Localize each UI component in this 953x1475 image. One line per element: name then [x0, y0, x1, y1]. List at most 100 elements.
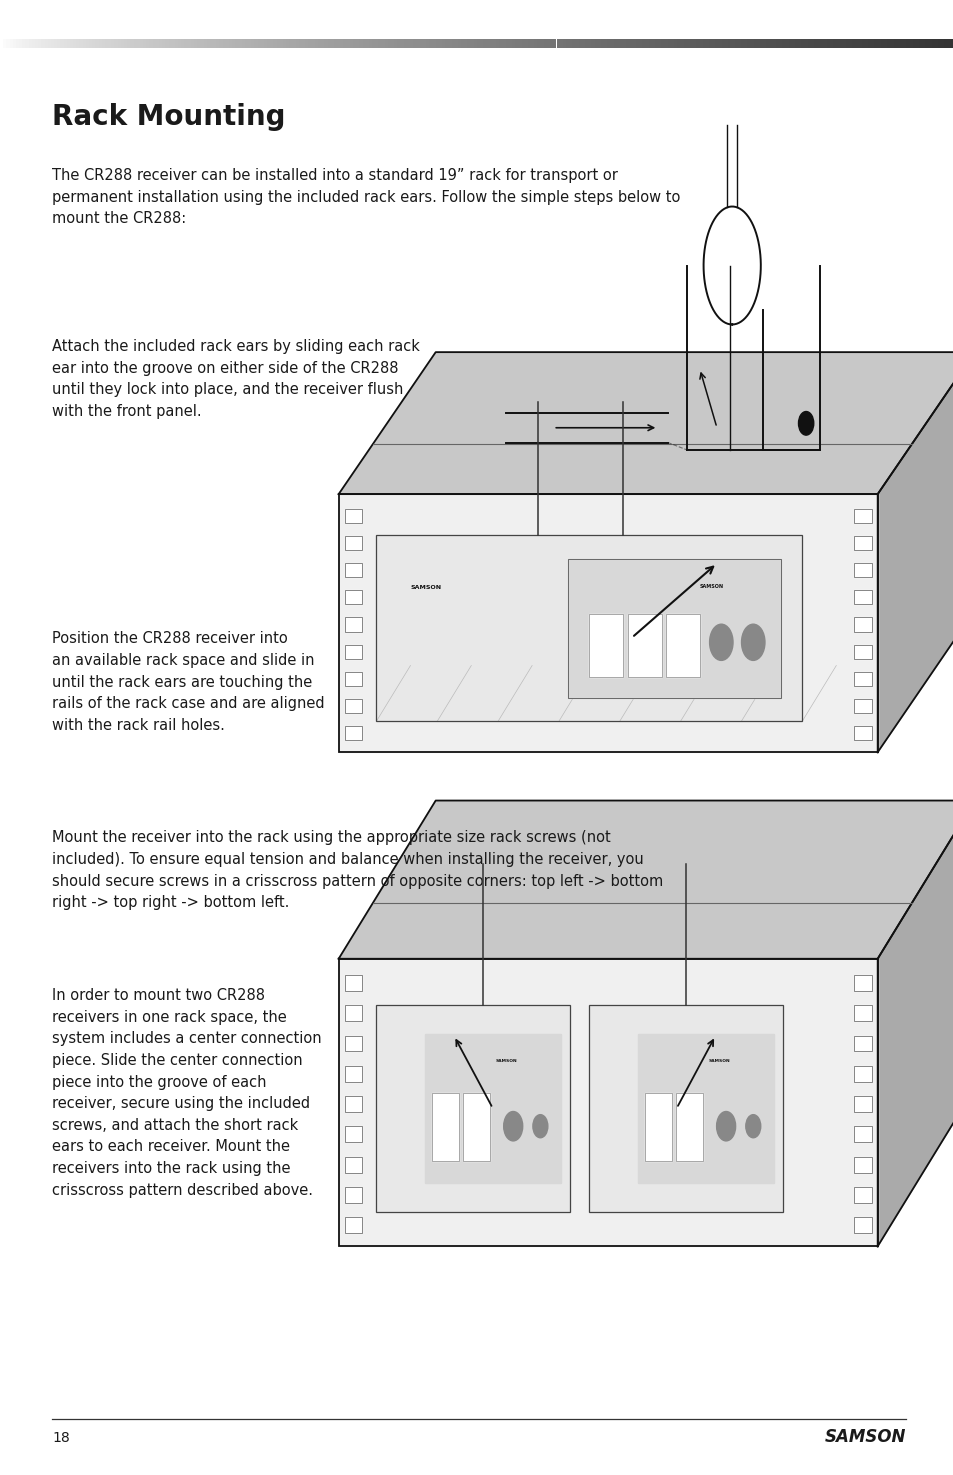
Bar — [38, 38, 41, 47]
Bar — [589, 615, 622, 677]
Bar — [344, 975, 362, 991]
Bar — [140, 38, 143, 47]
Bar — [489, 38, 493, 47]
Bar — [769, 38, 772, 47]
Bar — [203, 38, 207, 47]
Bar — [10, 38, 12, 47]
Bar — [29, 38, 31, 47]
Bar — [502, 38, 505, 47]
Bar — [344, 1156, 362, 1173]
Text: Attach the included rack ears by sliding each rack
ear into the groove on either: Attach the included rack ears by sliding… — [52, 339, 420, 419]
Bar — [546, 38, 550, 47]
Bar — [117, 38, 121, 47]
Bar — [715, 38, 718, 47]
Bar — [70, 38, 73, 47]
Bar — [260, 38, 264, 47]
Bar — [108, 38, 112, 47]
Bar — [422, 38, 426, 47]
Bar — [781, 38, 784, 47]
Bar — [644, 1093, 671, 1161]
Bar — [41, 38, 45, 47]
Bar — [210, 38, 213, 47]
Bar — [376, 1004, 570, 1212]
Bar — [245, 38, 248, 47]
Bar — [455, 38, 457, 47]
Bar — [359, 38, 362, 47]
Bar — [338, 494, 877, 752]
Bar — [521, 38, 524, 47]
Bar — [331, 38, 334, 47]
Bar — [344, 1066, 362, 1081]
Bar — [226, 38, 229, 47]
Bar — [378, 38, 381, 47]
Bar — [899, 38, 902, 47]
Bar — [675, 1093, 702, 1161]
Bar — [853, 671, 871, 686]
Bar — [159, 38, 162, 47]
Text: 18: 18 — [52, 1432, 71, 1446]
Bar — [479, 38, 483, 47]
Bar — [344, 671, 362, 686]
Bar — [302, 38, 305, 47]
Bar — [517, 38, 521, 47]
Bar — [826, 38, 829, 47]
Bar — [924, 38, 927, 47]
Bar — [344, 618, 362, 631]
Bar — [853, 645, 871, 659]
Bar — [344, 726, 362, 740]
Bar — [391, 38, 394, 47]
Bar — [353, 38, 355, 47]
Bar — [524, 38, 527, 47]
Text: In order to mount two CR288
receivers in one rack space, the
system includes a c: In order to mount two CR288 receivers in… — [52, 988, 322, 1198]
Bar — [397, 38, 400, 47]
Bar — [238, 38, 241, 47]
Bar — [784, 38, 788, 47]
Bar — [336, 38, 340, 47]
Bar — [219, 38, 222, 47]
Bar — [553, 38, 556, 47]
Polygon shape — [338, 353, 953, 494]
Bar — [344, 535, 362, 550]
Bar — [644, 1093, 671, 1161]
Bar — [896, 38, 899, 47]
Bar — [589, 1004, 782, 1212]
Bar — [344, 590, 362, 605]
Bar — [853, 699, 871, 712]
Bar — [121, 38, 124, 47]
Bar — [658, 38, 660, 47]
Bar — [889, 38, 893, 47]
Bar — [448, 38, 451, 47]
Circle shape — [503, 1112, 522, 1140]
Bar — [603, 38, 607, 47]
Bar — [321, 38, 324, 47]
Bar — [295, 38, 298, 47]
Bar — [496, 38, 498, 47]
Bar — [7, 38, 10, 47]
Bar — [462, 1093, 490, 1161]
Bar — [853, 1096, 871, 1112]
Bar — [696, 38, 699, 47]
Bar — [740, 38, 743, 47]
Bar — [931, 38, 934, 47]
Bar — [73, 38, 76, 47]
Bar — [822, 38, 826, 47]
Bar — [498, 38, 502, 47]
Bar — [105, 38, 108, 47]
Bar — [855, 38, 858, 47]
Bar — [699, 38, 702, 47]
Bar — [675, 1093, 702, 1161]
Bar — [181, 38, 184, 47]
Bar — [344, 509, 362, 524]
Bar — [274, 38, 276, 47]
Bar — [801, 38, 803, 47]
Bar — [64, 38, 67, 47]
Bar — [276, 38, 279, 47]
Bar — [660, 38, 664, 47]
Bar — [724, 38, 727, 47]
Bar — [384, 38, 388, 47]
Bar — [858, 38, 861, 47]
Bar — [853, 509, 871, 524]
Bar — [743, 38, 746, 47]
Bar — [197, 38, 200, 47]
Bar — [92, 38, 95, 47]
